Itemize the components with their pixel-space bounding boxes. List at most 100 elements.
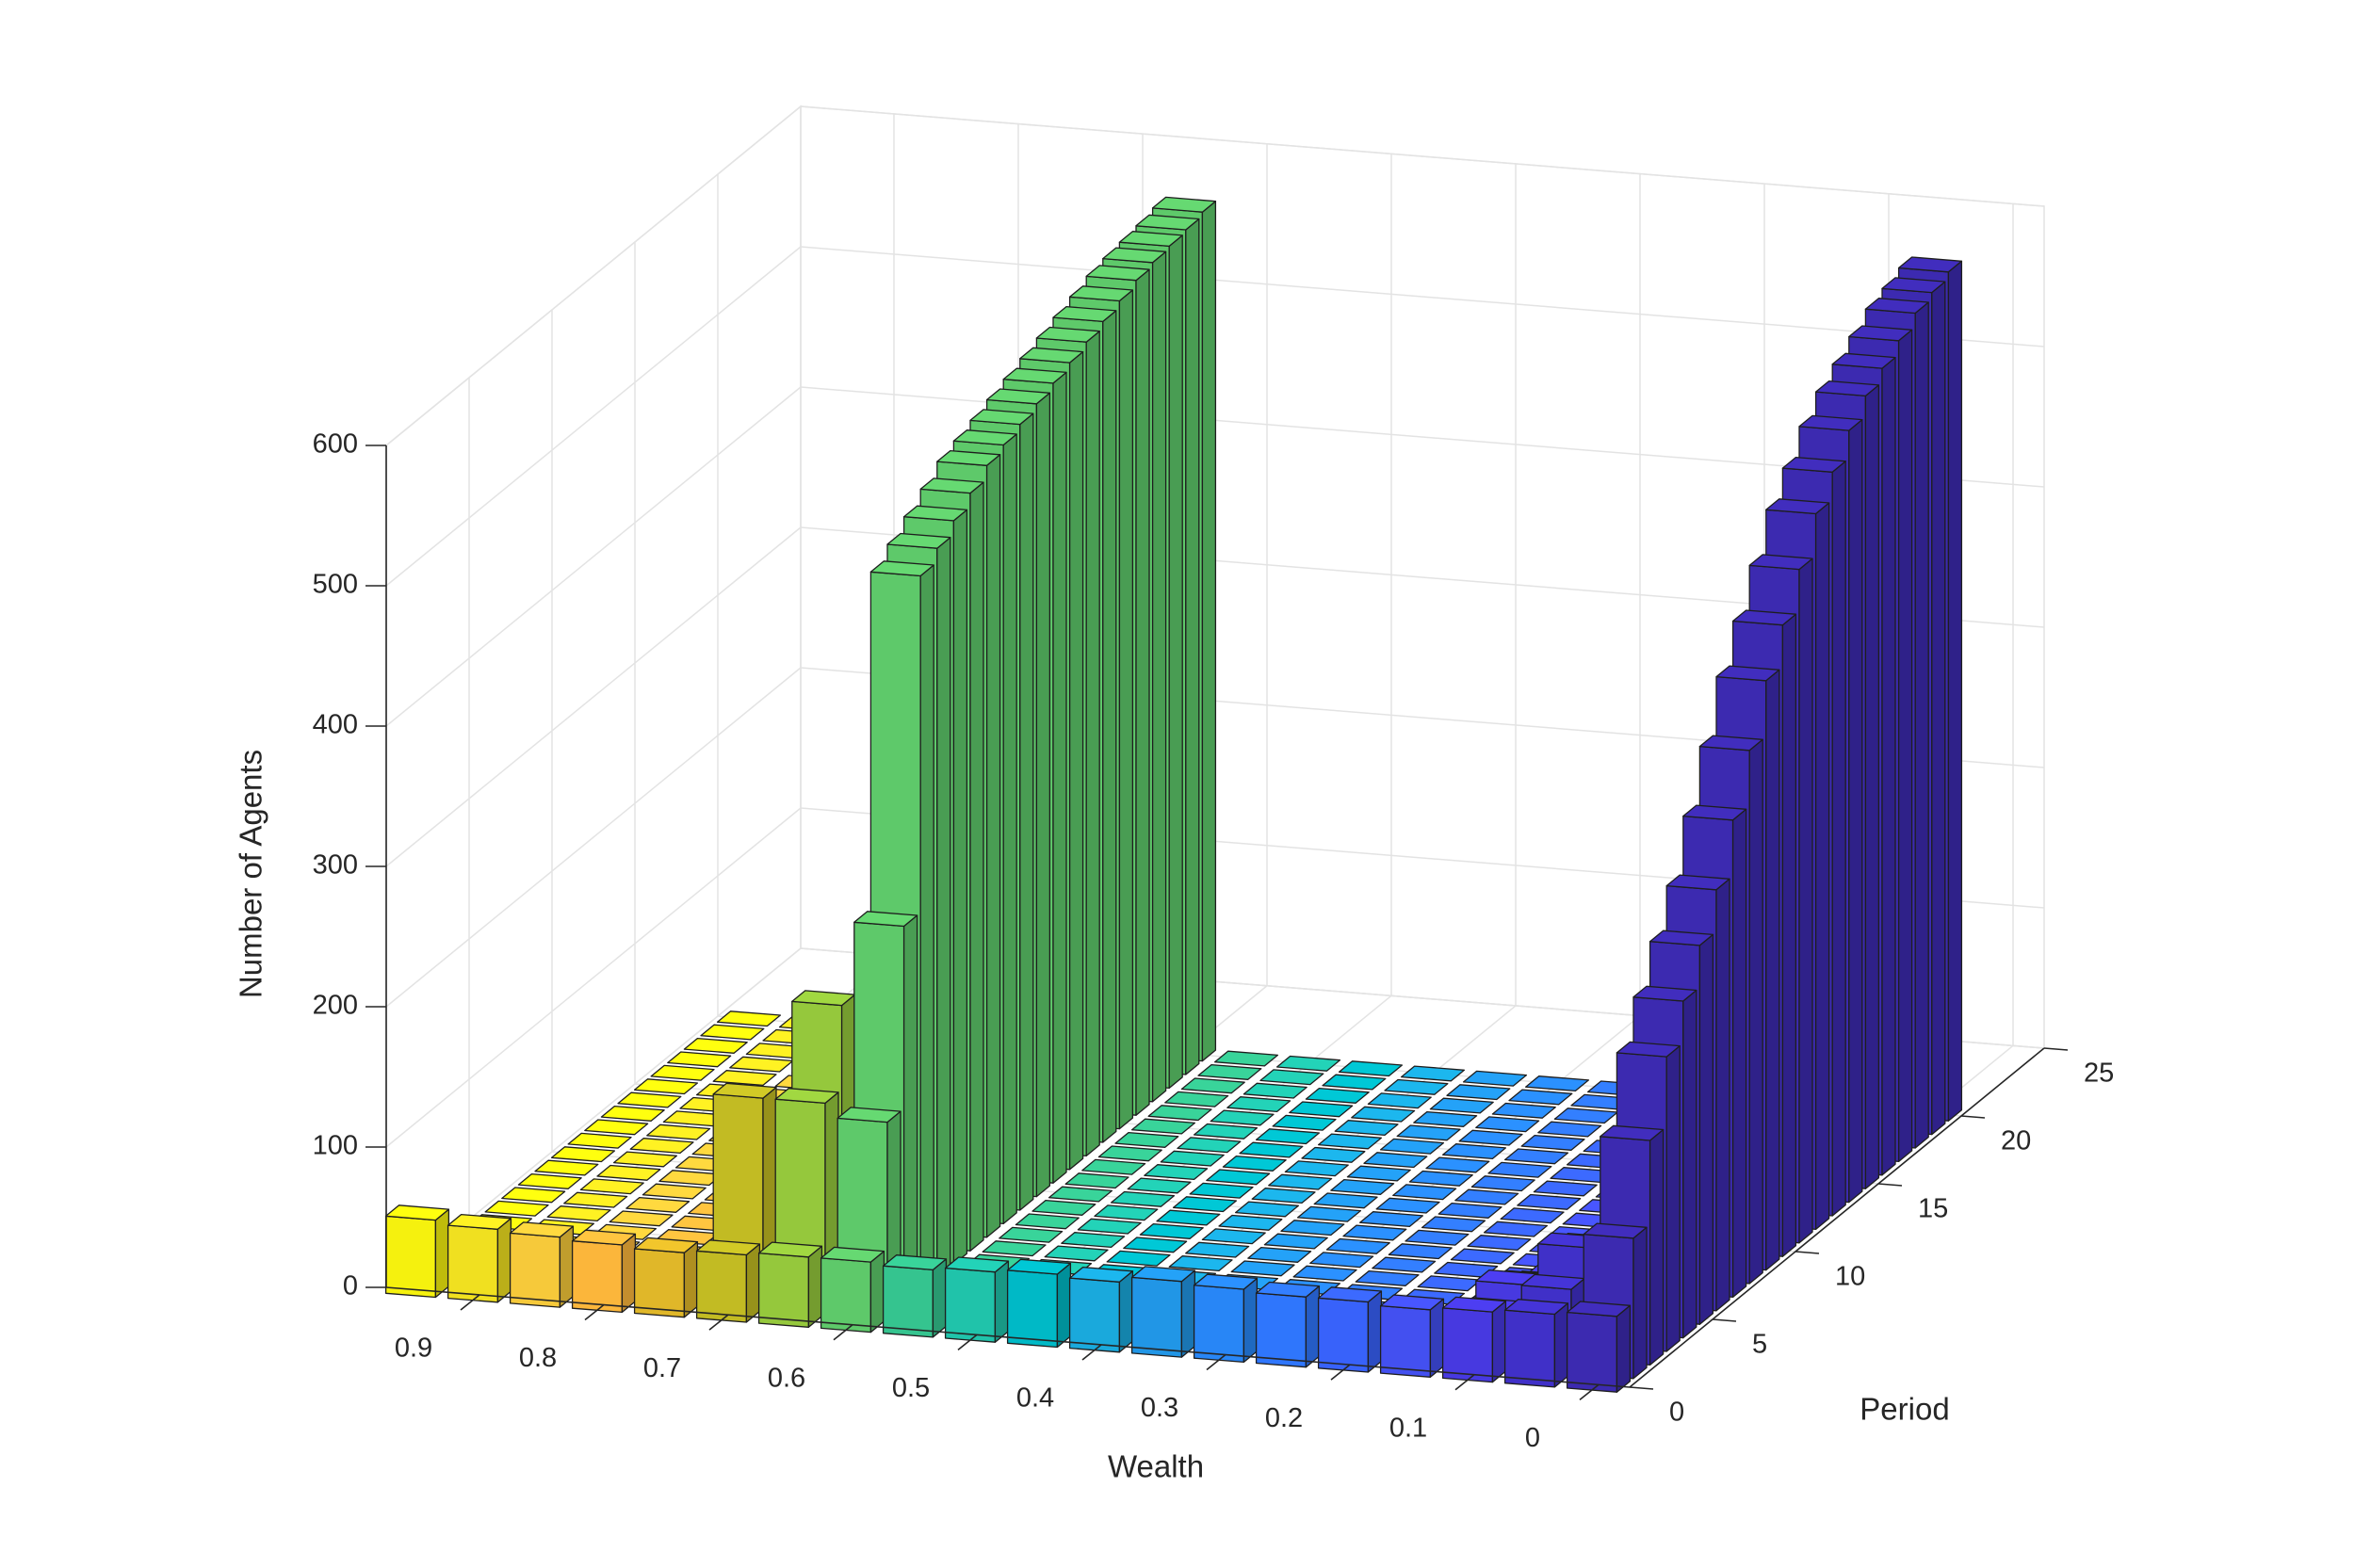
bar-top [1218,1214,1283,1231]
bar-top [1632,985,1697,1002]
bar [1384,1078,1449,1095]
bar-top [584,1119,649,1136]
x-tick-label: 0.8 [519,1343,557,1373]
bar-top [1147,1105,1212,1122]
bar [1197,1063,1262,1080]
bar [1097,1145,1162,1162]
bar-top [1475,1116,1540,1133]
bar [1355,1269,1420,1286]
bar [1351,1106,1416,1123]
bar [1524,1075,1590,1092]
bar-side [952,509,968,1266]
bar-top [1130,1118,1196,1135]
bar-top [1346,1165,1411,1182]
bar-top [1259,1069,1324,1086]
bar [1441,1143,1507,1160]
bar-top [1648,929,1714,946]
bar-top [999,1226,1064,1243]
bar-side [1814,502,1830,1231]
bar-top [1156,1209,1221,1226]
bar [1458,1129,1523,1146]
bar [1234,1201,1300,1218]
bar [716,1010,782,1027]
bar [1239,1141,1304,1158]
bar-front [757,1252,810,1328]
bar-side [1019,412,1034,1211]
bar-front [509,1232,561,1308]
bar-top [1213,1050,1279,1067]
grid-line [385,246,802,587]
y-tick-label: 15 [1918,1194,1948,1224]
y-tick [1877,1183,1903,1187]
bar [1537,1121,1602,1138]
grid-line [385,526,802,867]
bar-top [1255,1128,1321,1145]
bar [1566,1301,1632,1393]
bar-side [1632,1226,1648,1380]
bar-side [1881,356,1896,1176]
bar-top [1226,1096,1291,1113]
x-tick [833,1324,853,1341]
bar-front [1566,1311,1618,1393]
bars [384,196,1963,1393]
bar-side [1914,301,1929,1149]
bar [1467,1235,1532,1252]
x-axis-title: Wealth [1108,1449,1204,1484]
bar [1296,1205,1362,1222]
bar-top [612,1151,678,1168]
bar [1470,1175,1535,1192]
bar [633,1237,699,1318]
bar [1446,1084,1511,1101]
y-tick [2043,1047,2069,1051]
bar [1164,1091,1229,1107]
bar-top [1247,1246,1312,1263]
bar [1392,1184,1457,1201]
bar-side [902,914,918,1306]
bar-top [596,1164,661,1181]
bar [517,1172,582,1189]
bar [1379,1294,1445,1378]
bar-top [1164,1091,1229,1107]
bar-side [936,537,951,1279]
bar-top [952,429,1017,446]
bar-top [985,388,1051,405]
x-tick [957,1334,978,1350]
bar [1309,1252,1374,1269]
bar-side [1151,251,1167,1103]
bar [882,1254,948,1338]
bar [1454,1188,1519,1205]
bar [1292,1265,1357,1282]
bar-side [1698,933,1714,1325]
bar [1500,1207,1565,1224]
bar-top [629,1138,694,1155]
bar-top [1044,1245,1109,1262]
z-tick-label: 200 [313,991,358,1021]
bar-top [1483,1220,1549,1237]
bar [567,1132,632,1149]
bar-side [621,1233,637,1314]
bar [1280,1220,1345,1237]
bar [1400,1065,1466,1082]
bar [1483,1220,1549,1237]
bar-side [434,1208,450,1299]
bar-top [1441,1296,1507,1313]
x-tick-label: 0.5 [892,1373,930,1403]
bar-side [1201,201,1217,1062]
bar-top [1301,1146,1366,1163]
bar-top [1400,1065,1466,1082]
grid-line [385,667,802,1008]
bar [1201,1228,1266,1245]
bar-top [1379,1138,1445,1155]
bar-top [1309,1252,1374,1269]
bar [563,1191,628,1208]
bar-side [869,1250,885,1334]
bar-side [1748,738,1763,1285]
bar-top [982,1240,1047,1257]
bar-top [1429,1097,1494,1114]
bar-top [1317,1133,1383,1150]
bar-side [1831,461,1846,1217]
bar [534,1159,599,1176]
bar-top [625,1196,690,1213]
bar [1044,1245,1109,1262]
bar [1177,1137,1242,1154]
